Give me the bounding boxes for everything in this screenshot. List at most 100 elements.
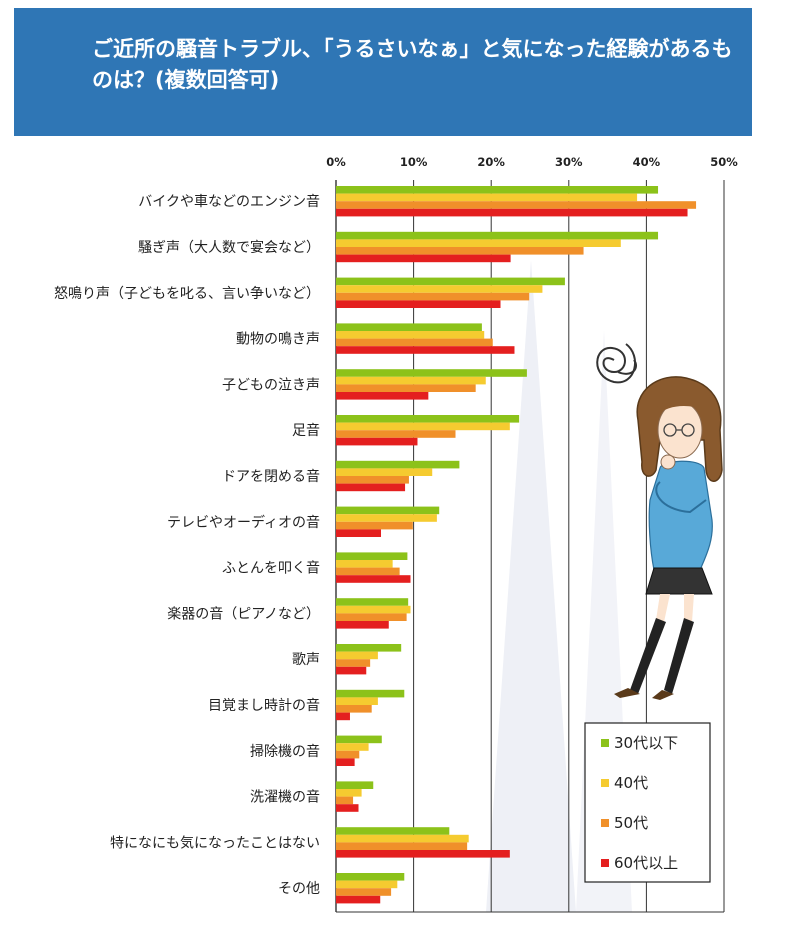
bar [336,789,362,797]
bar [336,781,374,789]
category-label: 怒鳴り声（子どもを叱る、言い争いなど） [54,286,320,302]
legend-swatch [601,779,609,787]
x-tick-label: 30% [555,155,583,169]
legend-label: 60代以上 [614,854,678,872]
bar [336,880,398,889]
legend-label: 30代以下 [614,734,678,752]
bar [336,873,405,881]
bar [336,201,697,209]
x-tick-label: 20% [477,155,505,169]
bar [336,422,510,431]
bar [336,186,659,194]
bar [336,338,493,347]
x-tick-label: 40% [633,155,661,169]
bar [336,506,440,515]
bar [336,323,482,331]
bar [336,208,688,217]
bar [336,712,350,721]
spiral-thought-icon [596,343,637,384]
bar [336,575,411,583]
thinking-woman-illustration [596,343,723,700]
bar [336,346,515,354]
chart-legend: 30代以下 40代 50代 60代以上 [584,722,711,883]
bar [336,376,486,385]
page-title: ご近所の騒音トラブル、「うるさいなぁ」と気になった経験があるものは？(複数回答可… [92,37,733,92]
bar [336,651,378,660]
legend-label: 40代 [614,774,648,792]
bar [336,193,638,202]
bar [336,796,354,805]
category-label: 動物の鳴き声 [236,332,320,348]
bar [336,292,530,301]
x-axis-ticks: 0% 10% 20% 30% 40% 50% [326,155,738,169]
bar [336,689,405,698]
chart-bars [336,186,697,904]
bar [336,697,378,705]
bar [336,514,437,522]
category-label: 楽器の音（ピアノなど） [167,605,320,622]
bar [336,888,392,896]
bar [336,895,381,904]
category-label: その他 [278,881,320,897]
bar [336,521,413,530]
bar [336,735,382,744]
bar [336,254,511,263]
category-label: 目覚まし時計の音 [208,697,320,714]
bar [336,621,389,629]
bar [336,804,359,812]
bar [336,231,659,240]
category-label: 特になにも気になったことはない [110,835,320,851]
bar [336,392,429,400]
bar [336,750,360,759]
category-label: ふとんを叩く音 [222,560,320,577]
bar [336,415,520,423]
legend-swatch [601,739,609,747]
bar [336,560,393,568]
bar [336,247,584,255]
bar [336,613,407,621]
bar [336,529,382,537]
category-label: 騒ぎ声（大人数で宴会など） [138,239,320,256]
category-label: ドアを閉める音 [222,468,320,485]
category-label: 掃除機の音 [250,743,320,760]
category-label: 洗濯機の音 [250,789,320,806]
x-tick-label: 50% [710,155,738,169]
bar [336,605,411,614]
bar [336,430,456,438]
bar [336,743,369,751]
bar [336,300,501,308]
bar [336,842,468,850]
bar [336,666,367,675]
bar [336,758,355,766]
bar [336,827,450,835]
category-label: バイクや車などのエンジン音 [138,193,320,210]
legend-swatch [601,819,609,827]
legend-swatch [601,859,609,867]
category-label: 歌声 [292,652,320,668]
category-label: テレビやオーディオの音 [167,514,320,531]
bar [336,850,510,858]
bar [336,659,371,667]
background-streak [486,260,576,912]
bar [336,369,527,377]
bar [336,552,408,560]
bar [336,277,565,286]
bar [336,644,402,652]
category-label: 子どもの泣き声 [222,377,320,393]
bar [336,476,409,484]
bar [336,460,460,469]
bar [336,239,621,247]
x-tick-label: 10% [400,155,428,169]
header-banner: ご近所の騒音トラブル、「うるさいなぁ」と気になった経験があるものは？(複数回答可… [14,8,752,136]
bar [336,705,372,713]
bar [336,468,433,476]
bar [336,598,409,606]
bar [336,567,400,576]
bar [336,834,469,843]
bar [336,483,406,492]
category-label: 足音 [292,422,320,439]
legend-label: 50代 [614,814,648,832]
bar [336,285,543,293]
